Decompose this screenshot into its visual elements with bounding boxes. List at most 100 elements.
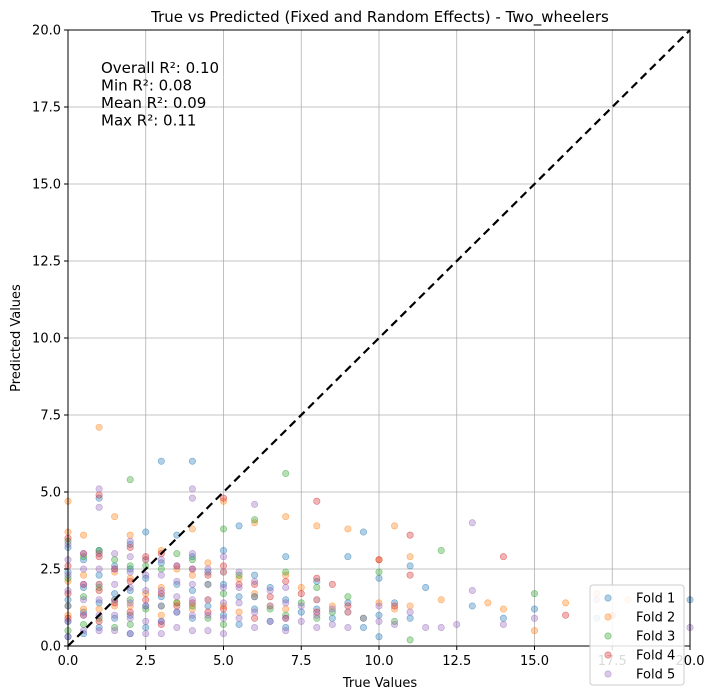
data-point	[142, 571, 150, 579]
data-point	[375, 617, 383, 625]
r2-stat-line: Max R²: 0.11	[101, 112, 196, 130]
data-point	[157, 457, 165, 465]
data-point	[344, 608, 352, 616]
data-point	[266, 602, 274, 610]
data-point	[251, 577, 259, 585]
data-point	[188, 550, 196, 558]
data-point	[297, 602, 305, 610]
data-point	[530, 614, 538, 622]
r2-stat-line: Mean R²: 0.09	[101, 94, 206, 112]
data-point	[173, 602, 181, 610]
data-points	[64, 423, 694, 644]
data-point	[220, 562, 228, 570]
data-point	[111, 550, 119, 558]
data-point	[453, 620, 461, 628]
data-point	[422, 624, 430, 632]
data-point	[80, 580, 88, 588]
data-point	[375, 633, 383, 641]
data-point	[499, 605, 507, 613]
data-point	[220, 553, 228, 561]
data-point	[375, 556, 383, 564]
data-point	[313, 583, 321, 591]
x-tick-label: 7.5	[291, 654, 312, 669]
data-point	[422, 583, 430, 591]
data-point	[282, 513, 290, 521]
data-point	[359, 614, 367, 622]
data-point	[95, 587, 103, 595]
data-point	[126, 553, 134, 561]
data-point	[530, 590, 538, 598]
data-point	[484, 599, 492, 607]
data-point	[344, 525, 352, 533]
data-point	[142, 556, 150, 564]
data-point	[188, 565, 196, 573]
data-point	[95, 491, 103, 499]
data-point	[359, 624, 367, 632]
x-tick-label: 5.0	[213, 654, 234, 669]
data-point	[126, 620, 134, 628]
data-point	[157, 571, 165, 579]
data-point	[111, 590, 119, 598]
data-point	[188, 485, 196, 493]
data-point	[142, 587, 150, 595]
x-tick-label: 15.0	[520, 654, 549, 669]
data-point	[188, 457, 196, 465]
data-point	[204, 580, 212, 588]
data-point	[313, 596, 321, 604]
data-point	[266, 593, 274, 601]
data-point	[95, 423, 103, 431]
data-point	[468, 602, 476, 610]
data-point	[266, 587, 274, 595]
y-tick-label: 5.0	[40, 486, 61, 501]
data-point	[406, 531, 414, 539]
data-point	[344, 602, 352, 610]
y-axis-ticks: 0.0 2.5 5.0 7.5 10.0 12.5 15.0 17.5 20.0	[32, 24, 68, 655]
data-point	[80, 620, 88, 628]
data-point	[80, 550, 88, 558]
data-point	[220, 620, 228, 628]
data-point	[391, 522, 399, 530]
data-point	[80, 531, 88, 539]
data-point	[142, 617, 150, 625]
data-point	[126, 608, 134, 616]
data-point	[80, 571, 88, 579]
data-point	[328, 580, 336, 588]
data-point	[188, 596, 196, 604]
data-point	[251, 614, 259, 622]
data-point	[235, 608, 243, 616]
data-point	[95, 565, 103, 573]
data-point	[328, 605, 336, 613]
y-axis-label: Predicted Values	[9, 284, 24, 392]
data-point	[313, 522, 321, 530]
legend: Fold 1 Fold 2 Fold 3 Fold 4 Fold 5	[589, 584, 685, 686]
data-point	[220, 568, 228, 576]
data-point	[282, 568, 290, 576]
data-point	[111, 565, 119, 573]
data-point	[126, 543, 134, 551]
data-point	[126, 531, 134, 539]
legend-box	[589, 584, 685, 686]
data-point	[251, 500, 259, 508]
data-point	[220, 630, 228, 638]
data-point	[282, 470, 290, 478]
data-point	[251, 571, 259, 579]
data-point	[157, 587, 165, 595]
series-fold-2	[64, 423, 632, 635]
r2-stat-line: Min R²: 0.08	[101, 77, 192, 95]
data-point	[406, 602, 414, 610]
y-tick-label: 0.0	[40, 640, 61, 655]
data-point	[188, 494, 196, 502]
data-point	[204, 559, 212, 567]
data-point	[204, 602, 212, 610]
data-point	[282, 605, 290, 613]
legend-marker	[604, 651, 612, 659]
data-point	[220, 605, 228, 613]
data-point	[204, 627, 212, 635]
data-point	[173, 608, 181, 616]
data-point	[220, 614, 228, 622]
data-point	[530, 605, 538, 613]
data-point	[157, 556, 165, 564]
data-point	[235, 614, 243, 622]
data-point	[530, 627, 538, 635]
data-point	[173, 562, 181, 570]
